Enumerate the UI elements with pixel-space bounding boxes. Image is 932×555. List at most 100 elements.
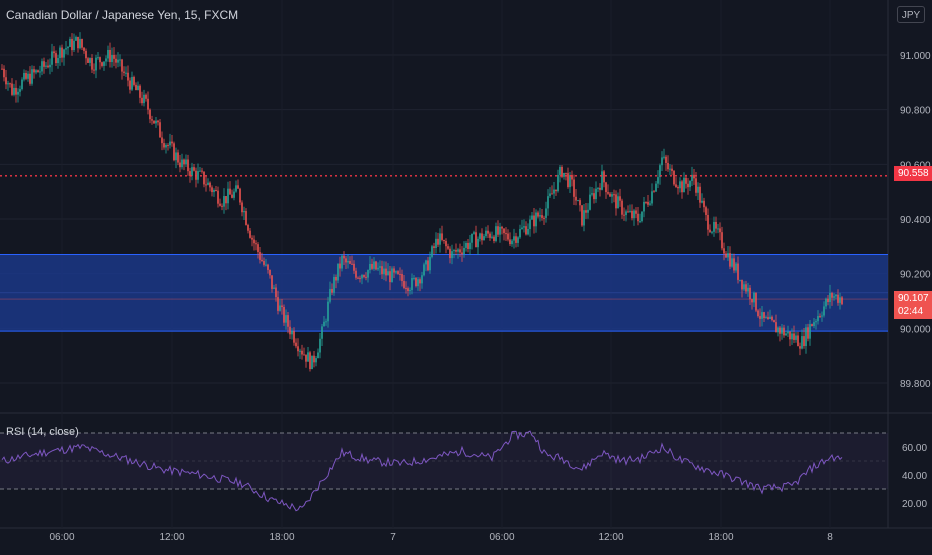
time-tick-label: 12:00 (159, 532, 184, 543)
candle (789, 331, 791, 347)
candle (483, 233, 485, 241)
candle (411, 273, 413, 295)
candle-body (277, 297, 279, 311)
candle (357, 276, 359, 280)
candle (763, 311, 765, 322)
candle-body (319, 338, 321, 353)
candle (173, 141, 175, 162)
candle (311, 355, 313, 370)
candle (47, 59, 49, 69)
candlestick-series[interactable] (1, 32, 843, 372)
candle-body (665, 156, 667, 163)
candle-body (713, 221, 715, 232)
candle-body (441, 233, 443, 240)
candle-body (229, 188, 231, 195)
candle-body (571, 175, 573, 180)
candle (53, 46, 55, 58)
candle (659, 163, 661, 185)
rsi-tick-label: 60.00 (902, 443, 927, 454)
candle-body (91, 58, 93, 70)
candle (541, 208, 543, 221)
candle (387, 263, 389, 276)
candle-body (757, 310, 759, 317)
candle-body (197, 171, 199, 180)
candle-body (395, 271, 397, 273)
candle (299, 348, 301, 360)
candle (275, 283, 277, 302)
candle (531, 211, 533, 221)
candle-body (743, 284, 745, 290)
candle-body (327, 301, 329, 322)
candle (719, 222, 721, 241)
candle (591, 187, 593, 197)
candle-body (89, 58, 91, 63)
candle-body (13, 87, 15, 95)
candle-body (339, 263, 341, 269)
candle (83, 47, 85, 54)
candle-body (467, 242, 469, 249)
candle-body (647, 201, 649, 205)
candle-body (549, 193, 551, 197)
candle (29, 66, 31, 86)
candle-body (341, 255, 343, 269)
candle-body (403, 280, 405, 288)
candle (819, 313, 821, 319)
candle (415, 276, 417, 288)
currency-button[interactable]: JPY (897, 6, 925, 23)
candle (429, 251, 431, 274)
candle-body (763, 312, 765, 319)
candle-body (69, 38, 71, 47)
candle-body (369, 263, 371, 271)
candle-body (11, 83, 13, 95)
candle-body (93, 69, 95, 71)
candle (181, 153, 183, 170)
candle (443, 239, 445, 244)
candle-body (817, 316, 819, 322)
candle-body (137, 85, 139, 91)
candle-body (57, 58, 59, 64)
candle-body (645, 201, 647, 203)
candle (711, 230, 713, 235)
candle-body (573, 179, 575, 197)
candle (553, 181, 555, 199)
candle (55, 50, 57, 67)
candle (753, 291, 755, 308)
candle-body (725, 253, 727, 258)
candle (309, 350, 311, 372)
time-tick-label: 18:00 (708, 532, 733, 543)
candle (265, 258, 267, 267)
candle (797, 331, 799, 347)
candle-body (267, 264, 269, 270)
candle (93, 63, 95, 75)
candle-body (73, 40, 75, 51)
candle (565, 172, 567, 181)
candle (213, 188, 215, 197)
candle (373, 257, 375, 271)
candle-body (283, 307, 285, 323)
candle-body (481, 233, 483, 241)
candle-body (533, 215, 535, 227)
candle (423, 262, 425, 277)
candle-body (303, 354, 305, 356)
rsi-tick-label: 20.00 (902, 499, 927, 510)
candle-body (787, 331, 789, 334)
candle-body (625, 211, 627, 216)
candle-body (217, 190, 219, 204)
candle-body (485, 230, 487, 237)
candle (629, 204, 631, 213)
candle (25, 70, 27, 81)
candle-body (543, 217, 545, 219)
candle (203, 171, 205, 188)
candle (15, 80, 17, 103)
candle (217, 186, 219, 208)
support-zone[interactable] (0, 254, 888, 332)
candle-body (421, 275, 423, 284)
rsi-pane[interactable] (0, 430, 888, 512)
rsi-title[interactable]: RSI (14, close) (6, 426, 79, 438)
symbol-title[interactable]: Canadian Dollar / Japanese Yen, 15, FXCM (6, 8, 239, 22)
candle (401, 269, 403, 287)
candle (335, 274, 337, 289)
candle-body (65, 48, 67, 50)
